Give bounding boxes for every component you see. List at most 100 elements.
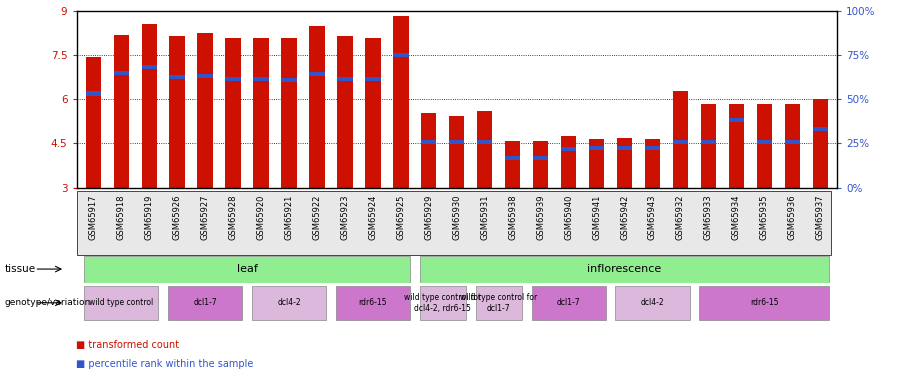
Bar	[757, 104, 772, 188]
Text: genotype/variation: genotype/variation	[4, 298, 91, 307]
FancyBboxPatch shape	[76, 191, 832, 255]
Bar	[365, 77, 381, 81]
Bar	[757, 140, 772, 144]
Bar	[113, 71, 129, 75]
Bar	[561, 136, 576, 188]
Text: wild type control for
dcl4-2, rdr6-15: wild type control for dcl4-2, rdr6-15	[404, 293, 482, 313]
Bar	[86, 57, 101, 188]
Bar	[197, 74, 212, 78]
Text: wild type control: wild type control	[89, 298, 153, 307]
Text: leaf: leaf	[237, 264, 257, 274]
Text: GSM65941: GSM65941	[592, 194, 601, 240]
Bar	[672, 91, 688, 188]
Bar	[338, 77, 353, 81]
Bar	[310, 72, 325, 76]
Bar	[813, 99, 828, 188]
Text: GSM65918: GSM65918	[117, 194, 126, 240]
Text: rdr6-15: rdr6-15	[750, 298, 778, 307]
Bar	[393, 16, 409, 188]
Text: GSM65934: GSM65934	[732, 194, 741, 240]
Bar	[785, 104, 800, 188]
Text: GSM65940: GSM65940	[564, 194, 573, 240]
Bar	[336, 286, 410, 320]
Bar	[252, 286, 326, 320]
Bar	[85, 286, 158, 320]
Bar	[282, 78, 297, 82]
Bar	[197, 33, 212, 188]
Text: GSM65936: GSM65936	[788, 194, 796, 240]
Bar	[729, 104, 744, 188]
Bar	[338, 36, 353, 188]
Bar	[477, 111, 492, 188]
Bar	[253, 77, 269, 81]
Bar	[449, 116, 464, 188]
Text: GSM65917: GSM65917	[89, 194, 98, 240]
Text: GSM65939: GSM65939	[536, 194, 545, 240]
Bar	[729, 118, 744, 122]
Text: wild type control for
dcl1-7: wild type control for dcl1-7	[460, 293, 537, 313]
Bar	[813, 127, 828, 131]
Text: GSM65920: GSM65920	[256, 194, 266, 240]
Bar	[85, 256, 410, 283]
Text: GSM65923: GSM65923	[340, 194, 349, 240]
Bar	[477, 140, 492, 144]
Bar	[616, 138, 632, 188]
Bar	[282, 38, 297, 188]
Text: GSM65926: GSM65926	[173, 194, 182, 240]
Bar	[141, 65, 157, 69]
Text: GSM65919: GSM65919	[145, 194, 154, 240]
Text: dcl1-7: dcl1-7	[194, 298, 217, 307]
Text: dcl4-2: dcl4-2	[277, 298, 301, 307]
Text: GSM65938: GSM65938	[508, 194, 518, 240]
Text: GSM65928: GSM65928	[229, 194, 238, 240]
Bar	[672, 140, 688, 144]
Bar	[475, 286, 522, 320]
Bar	[113, 35, 129, 188]
Text: GSM65937: GSM65937	[815, 194, 824, 240]
Text: GSM65932: GSM65932	[676, 194, 685, 240]
Bar	[449, 140, 464, 144]
Text: tissue: tissue	[4, 264, 36, 274]
Text: GSM65931: GSM65931	[481, 194, 490, 240]
Bar	[644, 146, 661, 150]
Bar	[701, 104, 716, 188]
Bar	[533, 156, 548, 160]
Bar	[421, 112, 436, 188]
Bar	[701, 140, 716, 144]
Bar	[505, 156, 520, 160]
Bar	[419, 256, 829, 283]
Bar	[169, 75, 184, 80]
Bar	[505, 141, 520, 188]
Bar	[561, 147, 576, 152]
Bar	[699, 286, 829, 320]
Text: dcl1-7: dcl1-7	[557, 298, 580, 307]
Bar	[785, 140, 800, 144]
Bar	[365, 38, 381, 188]
Bar	[589, 146, 604, 150]
Text: GSM65925: GSM65925	[396, 194, 405, 240]
Bar	[310, 26, 325, 188]
Bar	[253, 38, 269, 188]
Bar	[86, 92, 101, 96]
Text: rdr6-15: rdr6-15	[358, 298, 387, 307]
Text: inflorescence: inflorescence	[588, 264, 662, 274]
Text: dcl4-2: dcl4-2	[641, 298, 664, 307]
Bar	[393, 53, 409, 57]
Bar	[533, 141, 548, 188]
Bar	[616, 146, 632, 150]
Text: GSM65922: GSM65922	[312, 194, 321, 240]
Text: GSM65930: GSM65930	[452, 194, 461, 240]
Text: GSM65921: GSM65921	[284, 194, 293, 240]
Bar	[532, 286, 606, 320]
Text: ■ percentile rank within the sample: ■ percentile rank within the sample	[76, 359, 254, 369]
Bar	[589, 139, 604, 188]
Text: GSM65929: GSM65929	[424, 194, 433, 240]
Text: GSM65927: GSM65927	[201, 194, 210, 240]
Text: GSM65933: GSM65933	[704, 194, 713, 240]
Bar	[169, 36, 184, 188]
Bar	[225, 77, 241, 81]
Bar	[616, 286, 689, 320]
Text: GSM65942: GSM65942	[620, 194, 629, 240]
Bar	[168, 286, 242, 320]
Text: GSM65924: GSM65924	[368, 194, 377, 240]
